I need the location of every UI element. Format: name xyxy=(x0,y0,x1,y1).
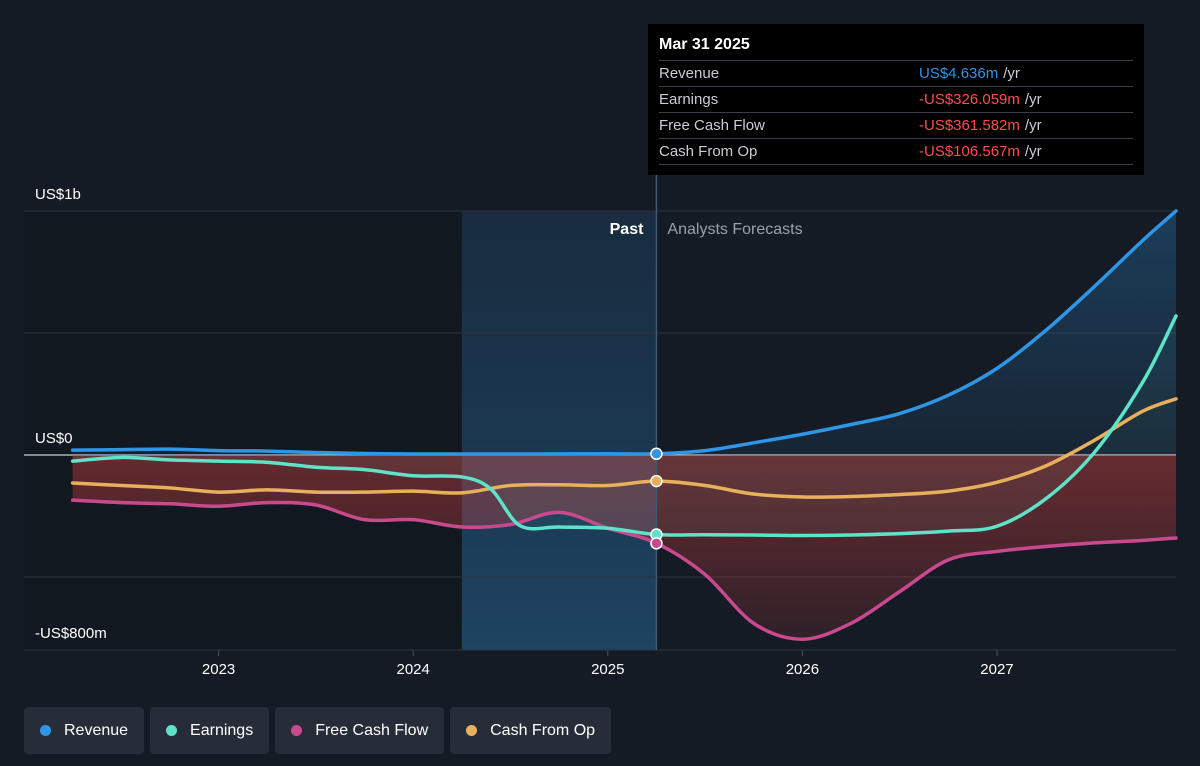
y-tick-label: -US$800m xyxy=(35,625,107,642)
chart-area: Past Analysts Forecasts US$1b US$0 -US$800… xyxy=(24,175,1178,678)
x-tick-label: 2025 xyxy=(591,661,624,678)
legend-label: Free Cash Flow xyxy=(315,721,429,739)
free-cash-flow-line xyxy=(70,498,1178,641)
tooltip-row-revenue: Revenue US$4.636m /yr xyxy=(659,60,1133,86)
y-axis-labels: US$1b US$0 -US$800m xyxy=(35,186,107,642)
cash-from-op-marker xyxy=(650,474,663,488)
cash-from-op-dot-icon xyxy=(466,725,478,736)
area-fills xyxy=(72,211,1176,640)
x-axis-labels: 2023 2024 2025 2026 2027 xyxy=(202,650,1014,678)
tooltip-label: Earnings xyxy=(659,91,719,108)
tooltip-row-cash-from-op: Cash From Op -US$106.567m /yr xyxy=(659,138,1133,165)
legend-item-revenue[interactable]: Revenue xyxy=(24,707,145,754)
tooltip-value: -US$106.567m xyxy=(919,143,1020,160)
y-tick-label: US$1b xyxy=(35,186,81,203)
series-markers xyxy=(650,447,663,550)
cash-from-op-line xyxy=(70,397,1178,499)
tooltip-label: Cash From Op xyxy=(659,143,758,160)
tooltip-date: Mar 31 2025 xyxy=(659,36,750,53)
legend-label: Earnings xyxy=(190,721,254,739)
tooltip-row-earnings: Earnings -US$326.059m /yr xyxy=(659,86,1133,112)
free-cash-flow-marker xyxy=(650,537,663,550)
tooltip-label: Free Cash Flow xyxy=(659,117,765,134)
free-cash-flow-dot-icon xyxy=(291,725,303,736)
forecast-label: Analysts Forecasts xyxy=(667,221,802,238)
tooltip-value: US$4.636m xyxy=(919,65,999,82)
highlight-region xyxy=(461,211,657,650)
tooltip-unit: /yr xyxy=(1024,143,1042,160)
earnings-area xyxy=(72,315,1176,536)
legend-label: Cash From Op xyxy=(490,721,596,739)
legend-item-free-cash-flow[interactable]: Free Cash Flow xyxy=(275,707,445,754)
past-label: Past xyxy=(610,221,644,238)
tooltip-row-free-cash-flow: Free Cash Flow -US$361.582m /yr xyxy=(659,112,1133,138)
series-lines xyxy=(70,209,1178,641)
revenue-line xyxy=(70,209,1178,456)
x-tick-label: 2026 xyxy=(786,661,819,678)
tooltip-value: -US$361.582m xyxy=(919,117,1020,134)
legend: Revenue Earnings Free Cash Flow Cash Fro… xyxy=(24,707,612,754)
earnings-dot-icon xyxy=(166,725,178,736)
tooltip-value: -US$326.059m xyxy=(919,91,1020,108)
tooltip-unit: /yr xyxy=(1003,65,1020,82)
x-tick-label: 2027 xyxy=(980,661,1013,678)
free-cash-flow-area xyxy=(72,455,1176,640)
legend-item-cash-from-op[interactable]: Cash From Op xyxy=(450,707,612,754)
tooltip-label: Revenue xyxy=(659,65,720,82)
x-tick-label: 2023 xyxy=(202,661,235,678)
legend-item-earnings[interactable]: Earnings xyxy=(150,707,270,754)
tooltip-unit: /yr xyxy=(1024,91,1042,108)
revenue-marker xyxy=(650,447,663,461)
earnings-line xyxy=(70,314,1178,538)
y-tick-label: US$0 xyxy=(35,430,73,447)
legend-label: Revenue xyxy=(64,721,129,739)
revenue-area xyxy=(72,211,1176,455)
x-tick-label: 2024 xyxy=(397,661,430,678)
tooltip-unit: /yr xyxy=(1024,117,1042,134)
tooltip-panel: Mar 31 2025 Revenue US$4.636m /yr Earnin… xyxy=(648,24,1144,175)
revenue-dot-icon xyxy=(40,725,51,736)
past-region xyxy=(24,211,462,650)
